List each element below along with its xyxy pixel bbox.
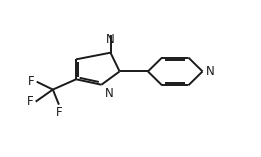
Text: N: N: [104, 87, 113, 100]
Text: F: F: [28, 75, 34, 88]
Text: F: F: [27, 95, 33, 108]
Text: N: N: [206, 65, 215, 78]
Text: F: F: [56, 106, 62, 119]
Text: N: N: [106, 33, 115, 46]
